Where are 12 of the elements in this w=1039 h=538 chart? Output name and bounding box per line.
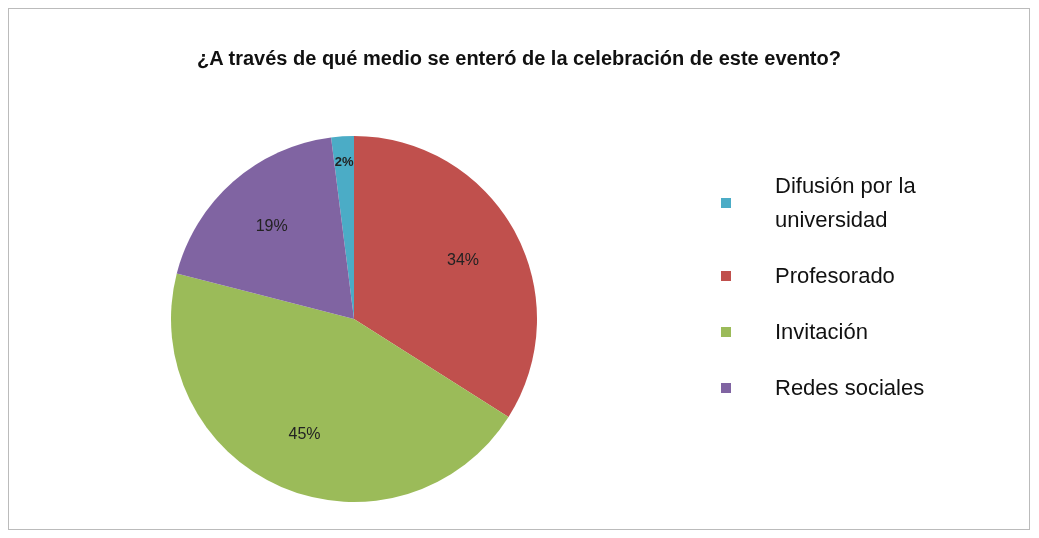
- data-label: 34%: [447, 250, 480, 268]
- chart-title: ¿A través de qué medio se enteró de la celebración de este evento?: [196, 47, 842, 70]
- pie-slice: [176, 137, 354, 319]
- legend-label: Redes sociales: [775, 374, 926, 402]
- data-label: 2%: [334, 154, 354, 170]
- legend-label: Profesorado: [775, 262, 896, 290]
- pie-slice: [171, 273, 509, 502]
- pie-slice: [354, 136, 537, 418]
- data-label: 45%: [288, 424, 321, 442]
- data-label: 19%: [255, 217, 288, 235]
- legend-label: Difusión por la universidad: [775, 172, 917, 234]
- legend-label: Invitación: [775, 318, 869, 346]
